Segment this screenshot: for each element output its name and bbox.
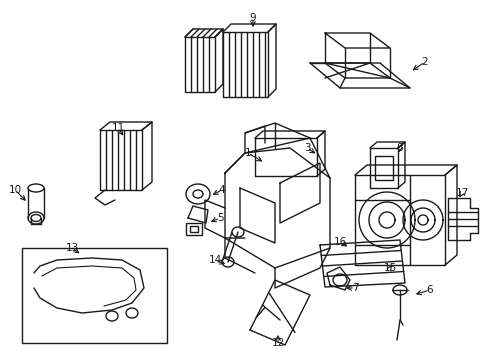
Text: 4: 4 (218, 185, 225, 195)
Bar (190, 226, 198, 232)
Text: 1: 1 (244, 148, 251, 158)
Text: 16: 16 (333, 237, 346, 247)
Text: 7: 7 (351, 283, 358, 293)
Text: 11: 11 (111, 123, 124, 133)
Text: 2: 2 (421, 57, 427, 67)
Text: 13: 13 (65, 243, 79, 253)
Text: 17: 17 (454, 188, 468, 198)
Bar (374, 156, 392, 180)
Bar (185, 223, 202, 235)
Bar (22, 248, 167, 343)
Text: 5: 5 (216, 213, 223, 223)
Text: 15: 15 (383, 263, 396, 273)
Text: 6: 6 (426, 285, 432, 295)
Text: 9: 9 (249, 13, 256, 23)
Text: 12: 12 (271, 338, 284, 348)
Text: 8: 8 (396, 143, 403, 153)
Text: 3: 3 (303, 143, 310, 153)
Text: 10: 10 (8, 185, 21, 195)
Text: 14: 14 (208, 255, 221, 265)
